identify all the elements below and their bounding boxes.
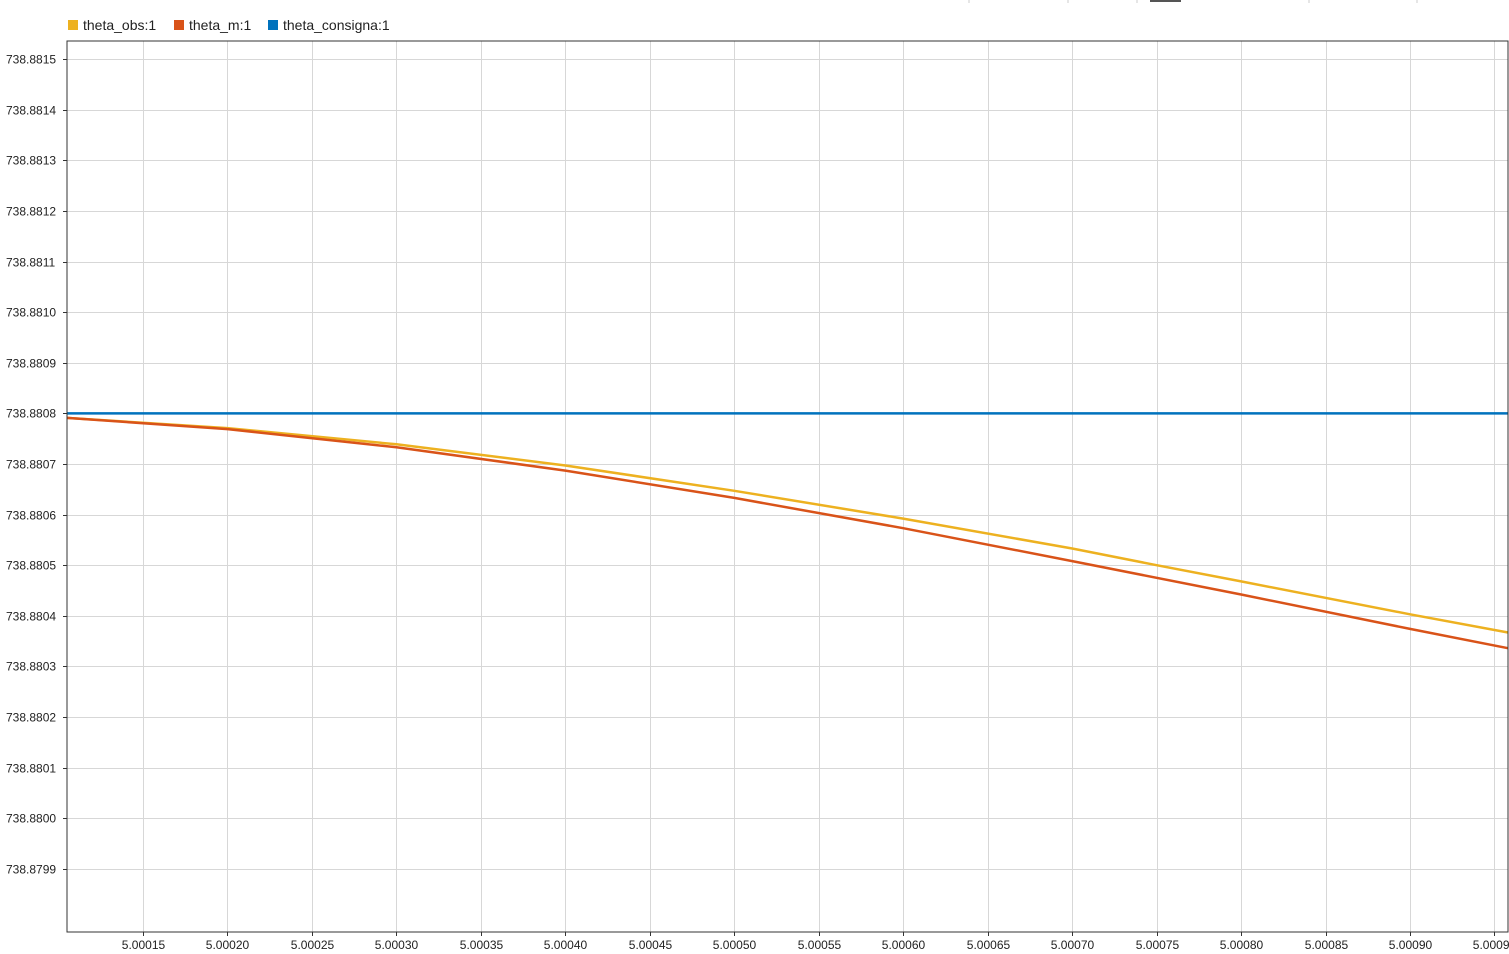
y-axis: 738.8799 738.8800 738.8801 738.8802 738.8803…	[6, 53, 67, 877]
x-tick-label: 5.00050	[713, 938, 757, 952]
plot-frame	[66, 40, 1509, 933]
legend-item[interactable]: theta_m:1	[174, 17, 251, 33]
x-tick-label: 5.00040	[544, 938, 588, 952]
toolbar-tab-edges	[968, 0, 1418, 3]
x-tick-label: 5.00025	[291, 938, 335, 952]
y-tick-label: 738.8815	[6, 53, 56, 67]
legend-item[interactable]: theta_obs:1	[68, 17, 156, 33]
y-tick-label: 738.8801	[6, 762, 56, 776]
x-tick-label: 5.00070	[1051, 938, 1095, 952]
x-tick-label: 5.00060	[882, 938, 926, 952]
y-tick-label: 738.8810	[6, 306, 56, 320]
legend-item[interactable]: theta_consigna:1	[268, 17, 390, 33]
y-tick-label: 738.8802	[6, 711, 56, 725]
x-tick-label: 5.00020	[206, 938, 250, 952]
x-tick-label: 5.00080	[1220, 938, 1264, 952]
y-tick-label: 738.8799	[6, 863, 56, 877]
y-tick-label: 738.8809	[6, 357, 56, 371]
x-tick-label: 5.00095	[1473, 938, 1509, 952]
legend-swatch	[174, 20, 184, 30]
y-tick-label: 738.8807	[6, 458, 56, 472]
grid	[67, 41, 1508, 932]
series-lines	[66, 412, 1509, 650]
legend-swatch	[268, 20, 278, 30]
y-tick-label: 738.8804	[6, 610, 56, 624]
y-tick-label: 738.8808	[6, 407, 56, 421]
series-line-theta-obs-1	[66, 416, 1509, 634]
plot-background	[67, 41, 1508, 932]
y-tick-label: 738.8812	[6, 205, 56, 219]
legend-swatch	[68, 20, 78, 30]
x-tick-label: 5.00055	[798, 938, 842, 952]
x-tick-label: 5.00085	[1305, 938, 1349, 952]
legend[interactable]: theta_obs:1 theta_m:1 theta_consigna:1	[68, 17, 390, 33]
x-tick-label: 5.00065	[967, 938, 1011, 952]
y-tick-label: 738.8803	[6, 660, 56, 674]
x-tick-label: 5.00045	[629, 938, 673, 952]
y-tick-label: 738.8813	[6, 154, 56, 168]
y-tick-label: 738.8806	[6, 509, 56, 523]
x-tick-label: 5.00035	[460, 938, 504, 952]
x-axis: 5.00015 5.00020 5.00025 5.00030 5.00035 5.000…	[122, 932, 1509, 952]
y-tick-label: 738.8800	[6, 812, 56, 826]
legend-label: theta_consigna:1	[283, 17, 390, 33]
legend-label: theta_m:1	[189, 17, 251, 33]
series-line-theta-m-1	[66, 416, 1509, 650]
x-tick-label: 5.00075	[1136, 938, 1180, 952]
x-tick-label: 5.00090	[1389, 938, 1433, 952]
x-tick-label: 5.00030	[375, 938, 419, 952]
y-tick-label: 738.8814	[6, 104, 56, 118]
y-tick-label: 738.8811	[6, 256, 55, 270]
legend-label: theta_obs:1	[83, 17, 156, 33]
x-tick-label: 5.00015	[122, 938, 166, 952]
y-tick-label: 738.8805	[6, 559, 56, 573]
